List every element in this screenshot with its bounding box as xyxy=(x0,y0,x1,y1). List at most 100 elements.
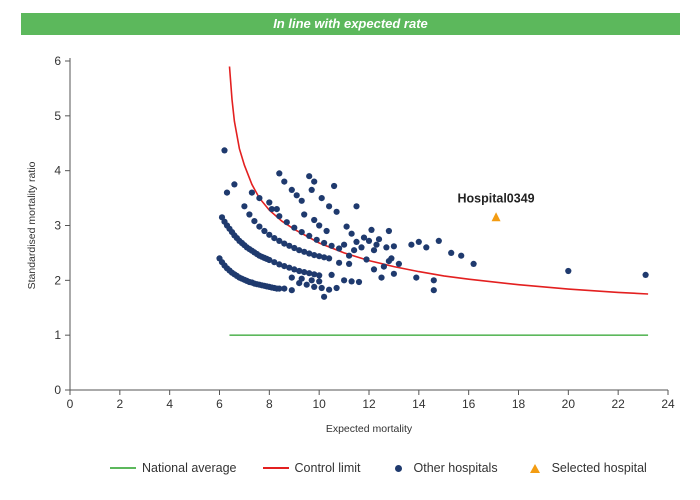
other-hospital-point xyxy=(276,237,283,244)
legend-label-other-hospitals: Other hospitals xyxy=(413,461,498,475)
selected-hospital-swatch xyxy=(529,463,540,473)
other-hospitals-swatch xyxy=(394,464,402,472)
other-hospital-point xyxy=(256,223,263,230)
other-hospital-point xyxy=(266,231,273,238)
other-hospital-point xyxy=(336,259,343,266)
y-tick-label: 2 xyxy=(54,273,61,287)
other-hospital-point xyxy=(308,186,315,193)
legend-label-control-limit: Control limit xyxy=(294,461,361,475)
legend: National average Control limit Other hos… xyxy=(110,458,680,478)
y-axis-title: Standardised mortality ratio xyxy=(26,161,38,289)
other-hospital-point xyxy=(298,197,305,204)
other-hospital-point xyxy=(288,186,295,193)
x-tick-label: 0 xyxy=(67,397,74,411)
other-hospital-point xyxy=(355,278,363,286)
other-hospital-point xyxy=(458,252,465,259)
other-hospital-point xyxy=(383,244,390,251)
other-hospital-point xyxy=(291,266,298,273)
other-hospital-point xyxy=(303,281,310,288)
other-hospital-point xyxy=(256,195,263,202)
other-hospital-point xyxy=(248,189,255,196)
other-hospital-point xyxy=(276,285,283,292)
other-hospital-point xyxy=(296,247,303,254)
y-tick-label: 6 xyxy=(54,54,61,68)
other-hospital-point xyxy=(348,230,355,237)
legend-item-national-average[interactable]: National average xyxy=(110,461,237,475)
other-hospital-point xyxy=(470,260,477,267)
other-hospital-point xyxy=(336,245,343,252)
other-hospital-point xyxy=(306,250,313,257)
other-hospital-point xyxy=(430,287,437,294)
legend-item-control-limit[interactable]: Control limit xyxy=(262,461,361,475)
other-hospital-point xyxy=(326,203,333,210)
other-hospital-point xyxy=(375,236,383,243)
other-hospital-point xyxy=(291,244,298,252)
other-hospital-point xyxy=(333,208,340,215)
y-tick-label: 1 xyxy=(54,328,61,342)
other-hospital-point xyxy=(271,235,278,242)
other-hospital-point xyxy=(318,284,325,292)
other-hospital-point xyxy=(341,241,348,248)
other-hospital-point xyxy=(281,178,288,185)
y-tick-label: 5 xyxy=(54,109,61,123)
other-hospital-point xyxy=(346,252,353,259)
other-hospital-point xyxy=(301,211,308,218)
other-hospital-point xyxy=(298,275,305,282)
x-tick-label: 20 xyxy=(562,397,576,411)
other-hospital-point xyxy=(363,256,370,263)
x-tick-label: 4 xyxy=(166,397,173,411)
other-hospital-point xyxy=(370,247,378,254)
other-hospital-point xyxy=(221,147,228,154)
other-hospital-point xyxy=(288,274,295,281)
other-hospital-point xyxy=(430,277,437,284)
other-hospital-point xyxy=(321,254,328,261)
selected-hospital-series: Hospital0349 xyxy=(458,191,535,222)
selected-hospital-point xyxy=(491,212,501,222)
other-hospital-point xyxy=(328,242,335,249)
other-hospital-point xyxy=(286,242,293,249)
other-hospital-point xyxy=(286,264,293,271)
x-tick-label: 22 xyxy=(611,397,625,411)
y-tick-label: 4 xyxy=(54,164,61,178)
other-hospital-point xyxy=(241,203,248,210)
x-tick-label: 6 xyxy=(216,397,223,411)
legend-item-other-hospitals[interactable]: Other hospitals xyxy=(387,461,498,475)
other-hospital-point xyxy=(353,238,360,245)
other-hospital-point xyxy=(251,218,258,225)
other-hospital-point xyxy=(353,203,360,210)
other-hospital-point xyxy=(415,238,422,245)
other-hospital-point xyxy=(311,252,318,259)
other-hospital-point xyxy=(268,206,275,213)
other-hospital-point xyxy=(385,227,392,235)
other-hospital-point xyxy=(298,229,305,236)
other-hospital-point xyxy=(360,234,368,241)
x-tick-label: 8 xyxy=(266,397,273,411)
other-hospital-point xyxy=(311,216,318,224)
other-hospital-point xyxy=(368,226,375,233)
x-tick-label: 10 xyxy=(312,397,326,411)
other-hospital-point xyxy=(281,263,288,270)
other-hospital-point xyxy=(316,253,323,260)
other-hospital-point xyxy=(318,195,325,202)
other-hospital-point xyxy=(331,182,338,190)
other-hospital-point xyxy=(266,256,273,264)
other-hospital-point xyxy=(276,170,283,177)
other-hospital-point xyxy=(351,247,358,254)
other-hospital-point xyxy=(316,222,323,229)
other-hospital-point xyxy=(346,260,353,267)
y-tick-label: 3 xyxy=(54,219,61,233)
other-hospital-point xyxy=(223,189,231,196)
other-hospital-point xyxy=(311,283,318,290)
legend-label-national-average: National average xyxy=(142,461,237,475)
other-hospital-point xyxy=(283,219,290,226)
x-tick-label: 24 xyxy=(661,397,675,411)
other-hospital-point xyxy=(365,237,373,244)
legend-item-selected-hospital[interactable]: Selected hospital xyxy=(524,461,647,475)
other-hospital-point xyxy=(288,287,295,294)
other-hospital-point xyxy=(281,240,288,247)
other-hospital-point xyxy=(370,266,378,273)
other-hospital-point xyxy=(296,267,303,275)
other-hospital-point xyxy=(390,243,397,250)
other-hospital-point xyxy=(380,263,387,270)
